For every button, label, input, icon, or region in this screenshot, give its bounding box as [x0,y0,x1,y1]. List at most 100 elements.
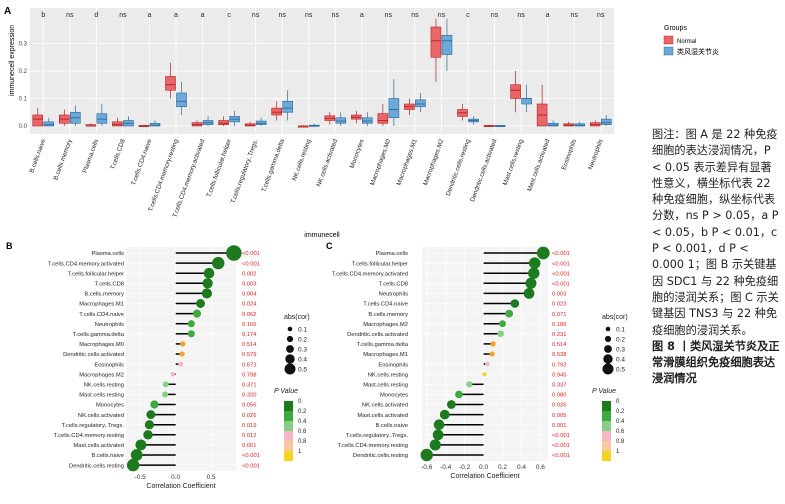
lollipop-point [499,320,506,328]
lollipop-point [466,381,473,388]
p-value-label: 0.673 [242,362,257,368]
box-normal [191,120,203,127]
row-label: Macrophages.M1 [363,352,408,358]
box-ra [96,104,108,126]
row-label: Dendritic.cells.activated [63,352,124,358]
lollipop-point [429,439,441,451]
significance-mark: a [360,12,364,19]
significance-mark: ns [491,12,499,19]
row-label: NK.cells.activated [362,403,408,409]
significance-mark: a [546,12,550,19]
p-value-label: 0.019 [242,423,257,429]
box-ra [255,117,267,126]
row-label: Plasma.cells [375,251,408,257]
lollipop-point [525,277,537,289]
lollipop-point [439,409,450,420]
p-legend-swatch [284,401,293,411]
row-label: Neutrophils [95,322,124,328]
significance-mark: ns [119,12,127,19]
lollipop-point [144,420,155,430]
p-legend-label: 0 [298,399,302,405]
x-tick-label: Plasma.cells [82,138,101,174]
plot-background [126,247,236,472]
row-label: Plasma.cells [91,251,124,257]
lollipop-point [489,351,495,357]
x-tick-label: Dendritic.cells.resting [445,138,472,197]
p-legend-label: 1 [616,449,620,455]
lollipop-point [130,449,143,461]
panel-b-lollipop: B -0.5 0.0 0.5 Correlation Coefficient Plasma… [6,241,310,490]
p-legend-label: 1 [298,449,302,455]
box-ra [441,18,453,71]
x-tick-label: T.cells.CD8 [109,138,127,171]
box-body [521,98,532,105]
lollipop-point [212,256,225,270]
p-value-label: 0.003 [242,282,257,288]
row-label: B.cells.memory [84,292,124,298]
size-legend-dot [602,363,614,375]
p-value-label: 0.514 [242,342,257,348]
panel-a-label: A [4,6,11,17]
panel-a-xlabel: immunecell [304,232,340,239]
row-label: Neutrophils [379,292,408,298]
box-normal [324,112,336,125]
box-normal [32,108,44,127]
panel-a-x-ticks: B.cells.naive B.cells.memory Plasma.cells T… [28,138,604,219]
significance-mark: ns [305,12,313,19]
p-value-label: <0.001 [552,443,570,449]
size-legend-label: 0.3 [298,347,307,354]
box-body [377,113,389,124]
p-value-label: 0.023 [552,302,567,308]
p-value-label: 0.026 [242,413,257,419]
row-label: Macrophages.M2 [363,322,408,328]
box-body [43,121,55,127]
box-body [600,118,612,125]
p-legend-swatch [284,451,293,461]
panel-a-boxplot: A b ns d ns a a a c ns ns ns ns a ns ns ns c ns ns a ns ns 0.… [4,6,719,239]
panel-c-lollipop: C -0.6 -0.4 -0.2 0.0 0.2 0.4 0.6 Correlation Coe… [326,241,628,480]
box-ra [362,112,373,126]
x-tick-label: Eosinophils [560,138,578,171]
size-legend-dot [284,363,296,375]
lollipop-point [510,299,520,308]
lollipop-point [178,361,184,367]
row-label: Mast.cells.resting [363,383,408,389]
box-normal [536,84,548,127]
box-ra [335,112,347,126]
significance-mark: d [94,12,98,19]
significance-mark: ns [438,12,446,19]
p-legend-label: 0.4 [616,419,625,425]
p-value-label: 0.579 [242,352,257,358]
p-value-label: <0.001 [242,453,260,459]
box-normal [351,110,362,124]
box-body [362,117,373,124]
lollipop-point [497,330,504,338]
lollipop-point [187,330,195,338]
p-value-label: 0.231 [552,332,567,338]
box-ra [521,84,532,113]
row-label: Monocytes [96,403,124,409]
p-legend-swatch [602,451,611,461]
size-legend-dot [286,335,294,343]
box-body [112,121,123,127]
row-label: T.cells.CD4.memory.resting [54,433,124,439]
legend-label-ra: 类风湿关节炎 [677,47,719,56]
row-label: Dendritic.cells.resting [353,453,408,459]
significance-mark: a [201,12,205,19]
x-tick-label: Dendritic.cells.activated [469,138,498,203]
x-tick-label: T.cells.CD4.memory.activated [172,138,207,219]
panel-a-significance: b ns d ns a a a c ns ns ns ns a ns ns ns c ns ns a ns ns [41,12,605,19]
row-label: T.cells.CD4.memory.resting [338,443,408,449]
lollipop-point [196,299,205,308]
significance-mark: ns [385,12,393,19]
box-ra [494,124,506,127]
panel-a-ylabel: immunecell expression [9,25,16,96]
x-tick-label: T.cells.follicular.helper [205,138,233,198]
p-legend-swatch [284,431,293,441]
box-ra [600,115,612,126]
p-value-label: 0.174 [242,332,257,338]
box-ra [202,116,214,126]
row-label: T.cells.follicular.helper [68,271,124,277]
lollipop-point [420,448,433,462]
lollipop-point [150,400,159,409]
